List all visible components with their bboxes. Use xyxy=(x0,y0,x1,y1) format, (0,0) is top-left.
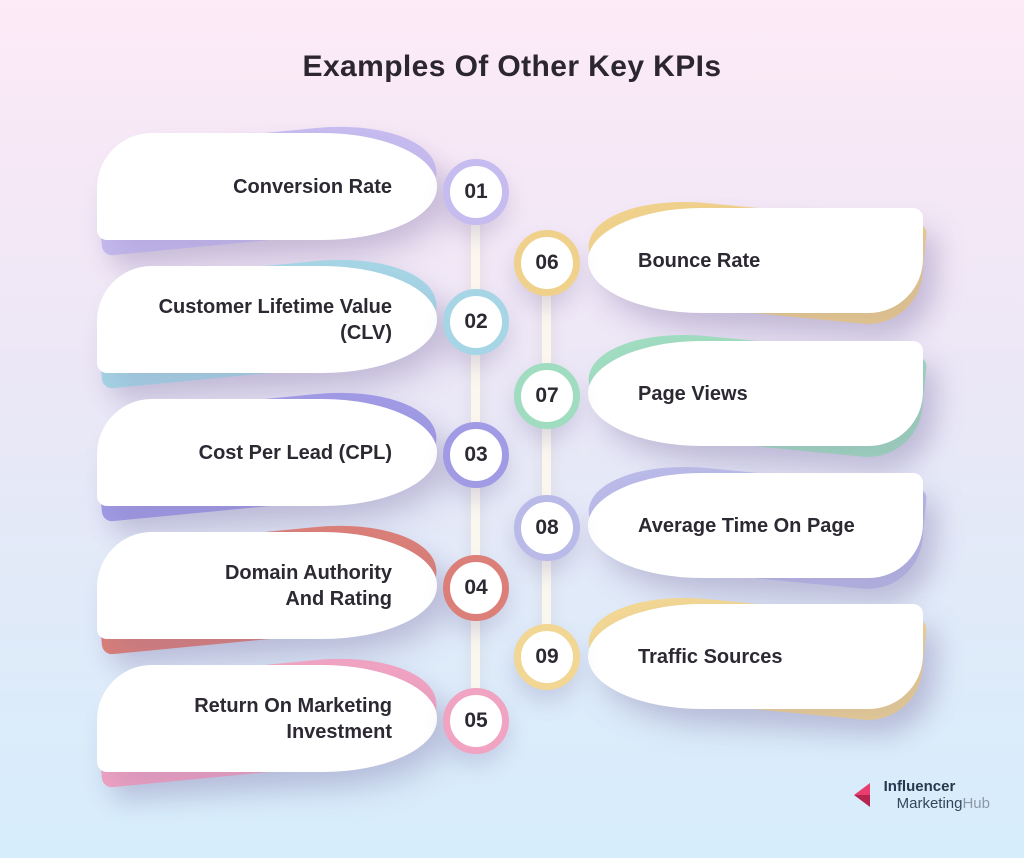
kpi-label: Conversion Rate xyxy=(233,175,392,198)
influencer-marketing-hub-logo: Influencer MarketingHub xyxy=(853,778,990,812)
logo-word-marketing: Marketing xyxy=(896,795,963,812)
kpi-label: Customer Lifetime Value xyxy=(158,295,392,318)
card-face: Domain Authority And Rating xyxy=(97,532,437,639)
number-badge-08: 08 xyxy=(514,495,580,561)
card-face: Customer Lifetime Value (CLV) xyxy=(97,266,437,373)
kpi-card-page-views: Page Views xyxy=(583,325,928,462)
badge-number: 05 xyxy=(464,709,488,732)
number-badge-01: 01 xyxy=(443,159,509,225)
card-face: Traffic Sources xyxy=(588,604,923,709)
logo-word-influencer: Influencer xyxy=(883,778,956,795)
card-face: Bounce Rate xyxy=(588,208,923,313)
logo-word-hub: Hub xyxy=(962,795,990,812)
badge-number: 06 xyxy=(535,251,559,274)
badge-number: 03 xyxy=(464,443,488,466)
badge-number: 01 xyxy=(464,180,488,203)
badge-number: 09 xyxy=(535,645,559,668)
kpi-card-domain-authority: Domain Authority And Rating xyxy=(92,515,442,656)
kpi-label-line2: And Rating xyxy=(285,587,392,610)
number-badge-07: 07 xyxy=(514,363,580,429)
badge-number: 02 xyxy=(464,310,488,333)
kpi-card-conversion-rate: Conversion Rate xyxy=(92,116,442,257)
logo-word-marketinghub: MarketingHub xyxy=(884,795,990,812)
card-face: Conversion Rate xyxy=(97,133,437,240)
infographic-title: Examples Of Other Key KPIs xyxy=(302,50,722,83)
number-badge-03: 03 xyxy=(443,422,509,488)
kpi-label: Page Views xyxy=(638,382,748,405)
right-column-connector-line xyxy=(542,263,551,657)
kpi-card-cost-per-lead: Cost Per Lead (CPL) xyxy=(92,382,442,523)
kpi-card-customer-lifetime-value: Customer Lifetime Value (CLV) xyxy=(92,249,442,390)
card-face: Return On Marketing Investment xyxy=(97,665,437,772)
logo-text: Influencer MarketingHub xyxy=(884,778,990,812)
badge-number: 08 xyxy=(535,516,559,539)
number-badge-04: 04 xyxy=(443,555,509,621)
kpi-label: Bounce Rate xyxy=(638,249,761,272)
kpi-label: Return On Marketing xyxy=(194,694,392,717)
number-badge-02: 02 xyxy=(443,289,509,355)
kpi-label: Traffic Sources xyxy=(638,645,783,668)
logo-arrow-icon xyxy=(853,783,870,807)
kpi-card-traffic-sources: Traffic Sources xyxy=(583,588,928,725)
kpi-label: Cost Per Lead (CPL) xyxy=(198,441,392,464)
card-face: Cost Per Lead (CPL) xyxy=(97,399,437,506)
number-badge-05: 05 xyxy=(443,688,509,754)
number-badge-06: 06 xyxy=(514,230,580,296)
card-face: Average Time On Page xyxy=(588,473,923,578)
card-face: Page Views xyxy=(588,341,923,446)
kpi-label-line2: (CLV) xyxy=(340,321,392,344)
kpi-label: Average Time On Page xyxy=(638,514,855,537)
kpi-card-bounce-rate: Bounce Rate xyxy=(583,192,928,329)
badge-number: 04 xyxy=(464,576,488,599)
kpi-label: Domain Authority xyxy=(224,561,392,584)
badge-number: 07 xyxy=(535,384,559,407)
kpi-label-line2: Investment xyxy=(286,720,392,743)
kpi-card-return-on-marketing-investment: Return On Marketing Investment xyxy=(92,648,442,789)
kpi-card-average-time-on-page: Average Time On Page xyxy=(583,457,928,594)
number-badge-09: 09 xyxy=(514,624,580,690)
